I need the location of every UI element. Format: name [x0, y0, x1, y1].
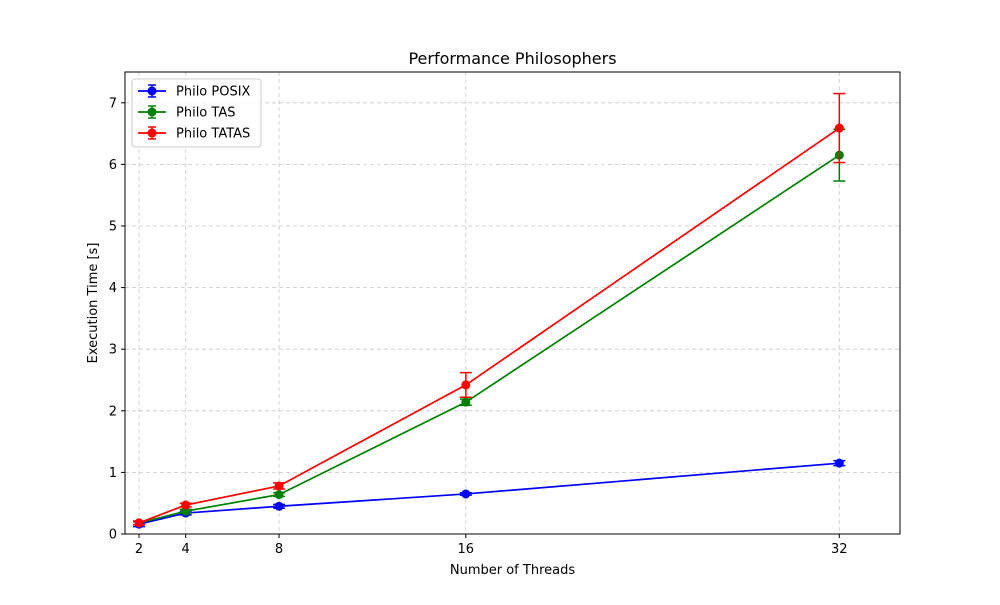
data-point	[181, 506, 191, 516]
data-point	[461, 380, 471, 390]
y-axis-label: Execution Time [s]	[86, 243, 101, 364]
x-tick-label: 16	[458, 542, 475, 557]
legend-swatch-marker	[147, 86, 157, 96]
legend-label: Philo TATAS	[176, 127, 250, 142]
grid	[125, 72, 900, 535]
y-tick-label: 0	[109, 528, 117, 543]
legend-item: Philo TAS	[138, 105, 235, 121]
series-3	[133, 92, 846, 528]
data-point	[834, 123, 844, 133]
y-tick-label: 4	[109, 281, 117, 296]
legend-item: Philo TATAS	[138, 126, 250, 142]
data-point	[134, 518, 144, 528]
legend-label: Philo TAS	[176, 106, 235, 121]
data-point	[274, 501, 284, 511]
data-point	[181, 500, 191, 510]
x-axis-label: Number of Threads	[450, 563, 575, 578]
legend-swatch-marker	[147, 128, 157, 138]
chart-title: Performance Philosophers	[408, 49, 616, 68]
y-tick-label: 5	[109, 220, 117, 235]
x-tick-label: 2	[135, 542, 143, 557]
legend-box	[131, 78, 262, 148]
x-tick-label: 32	[831, 542, 848, 557]
data-point	[461, 397, 471, 407]
data-point	[274, 490, 284, 500]
y-tick-label: 6	[109, 158, 117, 173]
legend-item: Philo POSIX	[138, 84, 251, 100]
legend: Philo POSIX Philo TAS Philo TATAS	[131, 78, 262, 148]
series-layer	[133, 92, 846, 529]
y-tick-label: 3	[109, 343, 117, 358]
data-point	[274, 481, 284, 491]
x-tick-label: 4	[182, 542, 190, 557]
y-tick-label: 1	[109, 466, 117, 481]
x-tick-label: 8	[275, 542, 283, 557]
legend-label: Philo POSIX	[176, 85, 251, 100]
legend-swatch-marker	[147, 107, 157, 117]
data-point	[461, 489, 471, 499]
plot-area-frame	[124, 71, 901, 535]
data-point	[834, 458, 844, 468]
y-tick-label: 7	[109, 96, 117, 111]
axis-ticks: 2 4 8 16 32 0 1 2 3 4 5 6 7	[109, 96, 848, 557]
y-tick-label: 2	[109, 404, 117, 419]
